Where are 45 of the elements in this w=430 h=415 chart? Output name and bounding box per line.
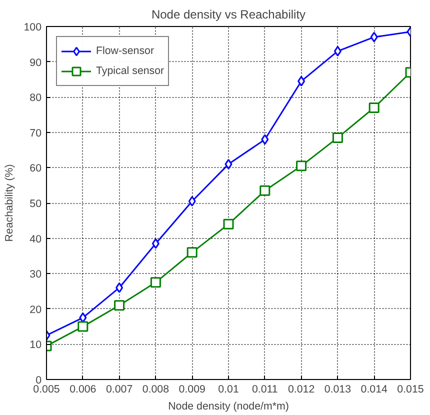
point bbox=[296, 160, 307, 172]
x-tick-label: 0.008 bbox=[142, 384, 170, 396]
y-tick-label: 60 bbox=[30, 162, 42, 175]
x-tick-label: 0.012 bbox=[288, 384, 315, 396]
x-tick-label: 0.011 bbox=[252, 384, 278, 396]
x-tick-label: 0.015 bbox=[397, 384, 424, 396]
point bbox=[114, 300, 125, 311]
x-tick-label: 0.005 bbox=[33, 384, 60, 396]
x-tick-label: 0.009 bbox=[178, 384, 206, 396]
point bbox=[152, 238, 160, 249]
point bbox=[188, 196, 196, 206]
x-tick-label: 0.007 bbox=[106, 384, 133, 396]
point bbox=[186, 247, 198, 258]
point bbox=[370, 32, 378, 42]
y-tick-label: 30 bbox=[30, 268, 42, 281]
point bbox=[332, 132, 343, 143]
x-axis-title: Node density (node/m*m) bbox=[168, 400, 289, 412]
chart-title: Node density vs Reachability bbox=[151, 8, 306, 22]
point bbox=[261, 134, 269, 145]
point bbox=[116, 282, 124, 293]
y-tick-label: 20 bbox=[30, 304, 42, 316]
point bbox=[260, 185, 270, 196]
x-tick-label: 0.01 bbox=[218, 384, 239, 396]
y-tick-label: 80 bbox=[30, 92, 42, 104]
point bbox=[368, 102, 380, 113]
point bbox=[79, 312, 87, 323]
y-tick-label: 90 bbox=[30, 56, 42, 69]
point bbox=[223, 218, 234, 230]
x-tick-label: 0.006 bbox=[70, 384, 96, 396]
y-tick-label: 50 bbox=[30, 198, 42, 210]
point bbox=[78, 321, 88, 332]
point bbox=[298, 76, 306, 86]
y-axis-title: Reachability (%) bbox=[4, 164, 16, 242]
legend-label: Typical sensor bbox=[96, 65, 164, 77]
x-tick-label: 0.014 bbox=[360, 384, 388, 396]
x-tick-label: 0.013 bbox=[324, 384, 352, 396]
point bbox=[150, 277, 161, 288]
y-tick-label: 100 bbox=[24, 22, 42, 34]
point bbox=[224, 158, 232, 170]
legend-label: Flow-sensor bbox=[96, 45, 154, 57]
y-tick-label: 10 bbox=[30, 339, 42, 352]
y-tick-label: 0 bbox=[36, 374, 42, 386]
y-tick-label: 70 bbox=[30, 127, 42, 140]
point bbox=[334, 46, 342, 56]
y-tick-label: 40 bbox=[30, 233, 42, 246]
